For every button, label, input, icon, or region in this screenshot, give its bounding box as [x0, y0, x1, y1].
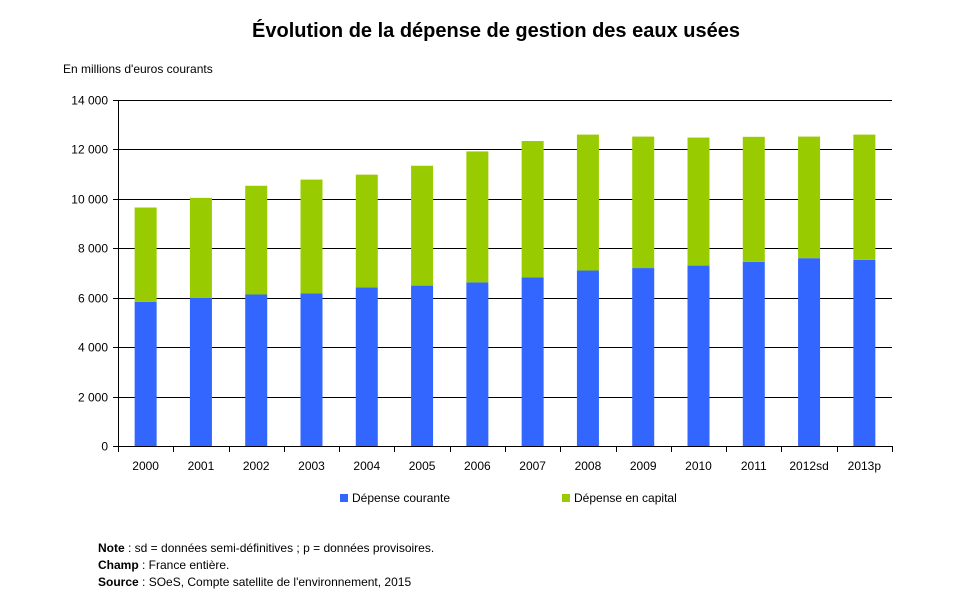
legend-label-depense-capital: Dépense en capital: [574, 491, 677, 505]
gridlines: [118, 100, 892, 398]
x-tick-label: 2008: [575, 459, 602, 473]
bar-depense-courante: [576, 270, 599, 446]
bar-depense-capital: [521, 141, 544, 278]
y-tick-label: 4 000: [78, 341, 108, 355]
bar-depense-courante: [687, 265, 710, 446]
y-tick-label: 14 000: [71, 94, 108, 108]
legend-swatch-depense-courante: [340, 494, 348, 502]
x-tick-label: 2010: [685, 459, 712, 473]
footnotes: Note : sd = données semi-définitives ; p…: [98, 540, 434, 591]
bar-depense-capital: [355, 174, 378, 288]
bar-depense-courante: [411, 285, 434, 446]
source-line: Source : SOeS, Compte satellite de l'env…: [98, 574, 434, 591]
y-axis-unit-label: En millions d'euros courants: [63, 62, 213, 76]
source-label: Source: [98, 575, 139, 589]
bar-depense-capital: [687, 137, 710, 266]
legend-label-depense-courante: Dépense courante: [352, 491, 451, 505]
champ-text: : France entière.: [138, 558, 230, 572]
bar-depense-capital: [742, 136, 765, 262]
bar-depense-courante: [300, 293, 323, 446]
y-tick-label: 10 000: [71, 193, 108, 207]
bar-chart: 0 2 000 4 000 6 000 8 000 10 000 12 000 14 000 2…: [71, 94, 893, 473]
note-line: Note : sd = données semi-définitives ; p…: [98, 540, 434, 557]
bar-depense-courante: [134, 301, 157, 446]
y-tick-label: 6 000: [78, 292, 108, 306]
bar-depense-capital: [300, 179, 323, 294]
bar-depense-capital: [853, 134, 876, 260]
bars: [134, 134, 876, 446]
bar-depense-courante: [189, 297, 212, 446]
bar-depense-capital: [245, 185, 268, 295]
axes: 0 2 000 4 000 6 000 8 000 10 000 12 000 14 000 2…: [71, 94, 893, 473]
chart-title: Évolution de la dépense de gestion des e…: [252, 20, 740, 42]
y-tick-label: 8 000: [78, 242, 108, 256]
champ-label: Champ: [98, 558, 139, 572]
x-tick-label: 2000: [132, 459, 159, 473]
bar-depense-capital: [576, 134, 599, 271]
x-tick-label: 2011: [741, 459, 767, 473]
bar-depense-courante: [853, 259, 876, 446]
x-tick-label: 2006: [464, 459, 491, 473]
x-tick-label: 2004: [353, 459, 380, 473]
x-tick-label: 2003: [298, 459, 325, 473]
x-tick-label: 2005: [409, 459, 436, 473]
x-tick-label: 2012sd: [789, 459, 828, 473]
legend-item-depense-courante: Dépense courante: [340, 491, 450, 505]
y-tick-label: 12 000: [71, 143, 108, 157]
y-tick-label: 2 000: [78, 391, 108, 405]
bar-depense-courante: [466, 282, 489, 446]
bar-depense-capital: [411, 165, 434, 286]
bar-depense-capital: [189, 197, 212, 298]
bar-depense-courante: [798, 258, 821, 446]
bar-depense-capital: [632, 136, 655, 269]
source-text: : SOeS, Compte satellite de l'environnem…: [138, 575, 412, 589]
bar-depense-courante: [632, 268, 655, 446]
bar-depense-courante: [742, 261, 765, 446]
x-tick-label: 2013p: [848, 459, 882, 473]
bar-depense-capital: [798, 136, 821, 259]
legend-item-depense-capital: Dépense en capital: [562, 491, 677, 505]
champ-line: Champ : France entière.: [98, 557, 434, 574]
bar-depense-capital: [466, 151, 489, 283]
bar-depense-courante: [521, 277, 544, 446]
note-text: : sd = données semi-définitives ; p = do…: [124, 541, 435, 555]
x-tick-label: 2001: [188, 459, 215, 473]
bar-depense-courante: [245, 294, 268, 446]
note-label: Note: [98, 541, 125, 555]
x-tick-label: 2007: [519, 459, 546, 473]
bar-depense-capital: [134, 207, 157, 302]
legend-swatch-depense-capital: [562, 494, 570, 502]
x-tick-label: 2002: [243, 459, 270, 473]
x-tick-label: 2009: [630, 459, 657, 473]
y-tick-label: 0: [101, 440, 108, 454]
bar-depense-courante: [355, 287, 378, 446]
legend: Dépense courante Dépense en capital: [0, 491, 970, 507]
